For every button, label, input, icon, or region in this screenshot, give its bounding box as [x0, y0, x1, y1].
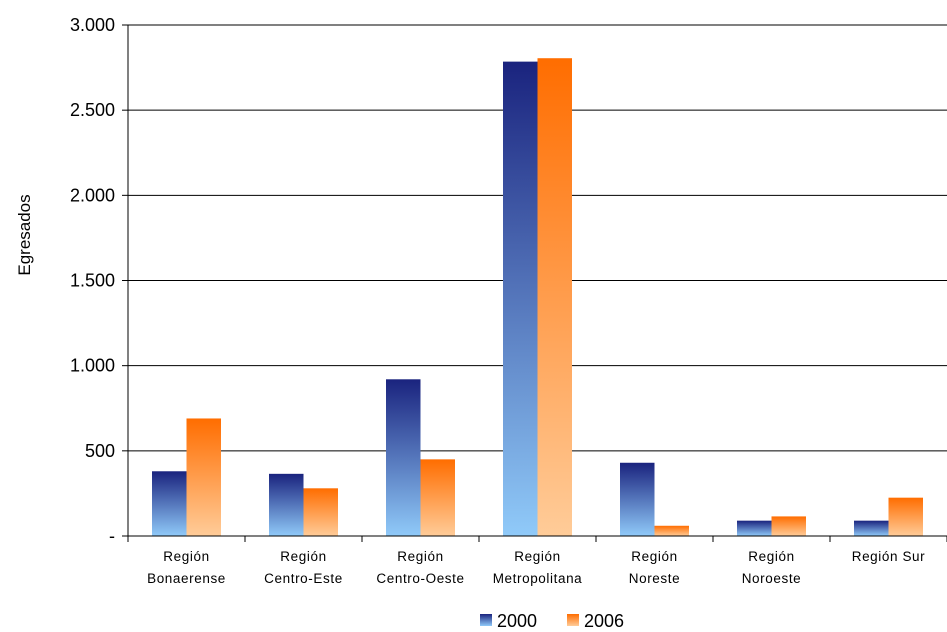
bar-2006-6: [888, 497, 923, 536]
bar-2000-6: [854, 520, 889, 536]
legend-label-2006: 2006: [584, 611, 624, 631]
x-tick-label: Región: [280, 549, 326, 564]
bar-2006-2: [420, 459, 455, 536]
x-tick-label: Bonaerense: [147, 571, 226, 586]
x-tick-label: Región: [163, 549, 209, 564]
legend-swatch-2006: [567, 614, 579, 626]
x-tick-label: Centro-Oeste: [376, 571, 464, 586]
legend-label-2000: 2000: [497, 611, 537, 631]
x-tick-label: Noroeste: [742, 571, 802, 586]
bar-2006-0: [186, 418, 221, 536]
y-tick-label: 2.500: [70, 100, 115, 120]
x-tick-label: Región: [748, 549, 794, 564]
x-tick-label: Región: [514, 549, 560, 564]
y-tick-label: 1.000: [70, 356, 115, 376]
y-tick-label: 3.000: [70, 15, 115, 35]
x-tick-label: Centro-Este: [264, 571, 343, 586]
bar-2000-4: [620, 462, 655, 536]
x-tick-label: Región Sur: [852, 549, 926, 564]
bar-2000-1: [269, 473, 304, 536]
x-tick-label: Región: [397, 549, 443, 564]
bars: [152, 58, 923, 537]
bar-2000-5: [737, 520, 772, 536]
y-ticks: - 500 1.000 1.500 2.000 2.500 3.000: [70, 15, 128, 546]
bar-2006-1: [303, 488, 338, 536]
y-tick-label: 2.000: [70, 185, 115, 205]
y-tick-label: -: [109, 526, 115, 546]
bar-2006-5: [771, 516, 806, 536]
x-tick-label: Metropolitana: [493, 571, 583, 586]
x-tick-label: Noreste: [629, 571, 680, 586]
y-tick-label: 500: [85, 441, 115, 461]
bar-2000-3: [503, 61, 538, 536]
bar-2000-0: [152, 471, 187, 536]
x-tick-label: Región: [631, 549, 677, 564]
legend: 2000 2006: [480, 611, 624, 631]
bar-2006-4: [654, 525, 689, 536]
bar-2006-3: [537, 58, 572, 537]
bar-2000-2: [386, 379, 421, 536]
legend-swatch-2000: [480, 614, 492, 626]
y-tick-label: 1.500: [70, 271, 115, 291]
y-axis-title: Egresados: [15, 194, 34, 275]
x-ticks: Región Bonaerense Región Centro-Este Región C…: [127, 536, 947, 586]
